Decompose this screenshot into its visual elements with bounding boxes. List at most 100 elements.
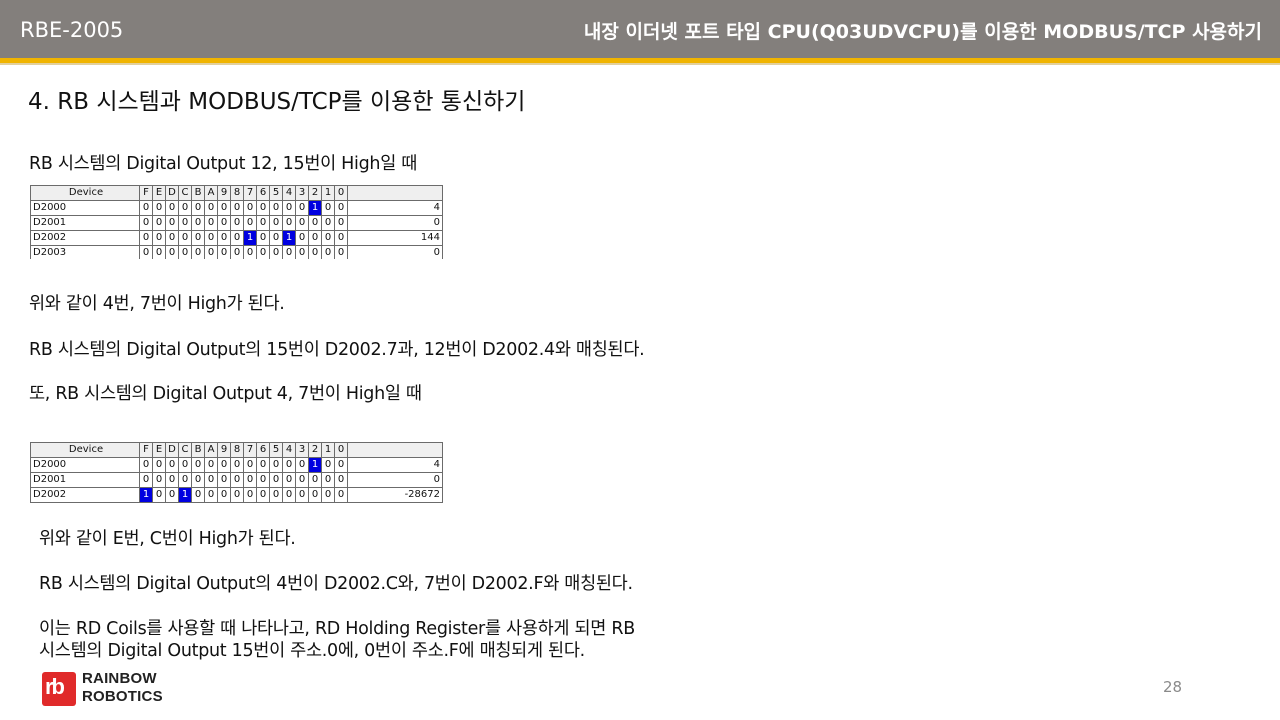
bit-cell: 0 [308, 230, 322, 246]
bit-cell: 1 [178, 487, 192, 503]
bit-cell: 0 [269, 245, 283, 259]
column-header-bit: 9 [217, 442, 231, 458]
document-code: RBE-2005 [20, 18, 124, 42]
bit-cell: 0 [139, 472, 153, 488]
bit-cell: 0 [152, 487, 166, 503]
text-mapping-2: RB 시스템의 Digital Output의 4번이 D2002.C와, 7번… [39, 574, 633, 594]
column-header-bit: 3 [295, 442, 309, 458]
logo-mark: rb [42, 672, 76, 706]
column-header-bit: 7 [243, 442, 257, 458]
column-header-bit: A [204, 185, 218, 201]
bit-cell: 0 [165, 457, 179, 473]
bit-cell: 0 [217, 245, 231, 259]
bit-cell: 0 [334, 215, 348, 231]
column-header-bit: B [191, 442, 205, 458]
bit-cell: 0 [204, 200, 218, 216]
bit-cell: 0 [256, 230, 270, 246]
bit-cell: 0 [191, 230, 205, 246]
bit-cell: 0 [282, 200, 296, 216]
device-table-1: Device F E D C B A 9 8 7 6 5 4 3 2 1 0 D2000 0 0 0 0 0 0 0 0 0 0 0 0 0… [30, 185, 443, 259]
bit-cell: 0 [282, 487, 296, 503]
bit-cell: 0 [269, 472, 283, 488]
bit-cell: 0 [243, 487, 257, 503]
device-table-2: Device F E D C B A 9 8 7 6 5 4 3 2 1 0 D2000 0 0 0 0 0 0 0 0 0 0 0 0 0… [30, 442, 443, 503]
value-cell: 144 [347, 230, 443, 246]
bit-cell: 0 [321, 215, 335, 231]
bit-cell: 0 [191, 487, 205, 503]
bit-cell: 0 [152, 472, 166, 488]
bit-cell: 0 [256, 472, 270, 488]
bit-cell: 0 [139, 457, 153, 473]
bit-cell: 0 [139, 230, 153, 246]
column-header-bit: 0 [334, 442, 348, 458]
bit-cell: 0 [256, 245, 270, 259]
bit-cell: 0 [321, 457, 335, 473]
column-header-bit: E [152, 185, 166, 201]
bit-cell: 0 [217, 200, 231, 216]
logo-text-line-2: ROBOTICS [82, 688, 163, 705]
bit-cell: 0 [243, 200, 257, 216]
column-header-bit: 1 [321, 185, 335, 201]
bit-cell: 0 [178, 200, 192, 216]
column-header-bit: 9 [217, 185, 231, 201]
bit-cell: 0 [165, 472, 179, 488]
bit-cell: 0 [308, 245, 322, 259]
device-row: D2000 0 0 0 0 0 0 0 0 0 0 0 0 0 1 0 0 4 [30, 200, 443, 216]
text-note-line-2: 시스템의 Digital Output 15번이 주소.0에, 0번이 주소.F… [39, 641, 585, 661]
bit-cell: 0 [191, 215, 205, 231]
device-row: D2001 0 0 0 0 0 0 0 0 0 0 0 0 0 0 0 0 0 [30, 472, 443, 488]
column-header-bit: 4 [282, 185, 296, 201]
bit-cell: 0 [165, 200, 179, 216]
bit-cell: 0 [282, 215, 296, 231]
grid-header-row: Device F E D C B A 9 8 7 6 5 4 3 2 1 0 [30, 185, 443, 201]
bit-cell: 0 [243, 457, 257, 473]
column-header-bit: 4 [282, 442, 296, 458]
bit-cell: 0 [191, 200, 205, 216]
device-row: D2002 0 0 0 0 0 0 0 0 1 0 0 1 0 0 0 0 144 [30, 230, 443, 246]
slide-header: RBE-2005 내장 이더넷 포트 타입 CPU(Q03UDVCPU)를 이용… [0, 0, 1280, 58]
bit-cell: 0 [334, 245, 348, 259]
page-number: 28 [1163, 678, 1183, 696]
value-cell: 0 [347, 245, 443, 259]
bit-cell: 0 [295, 230, 309, 246]
bit-cell: 0 [334, 472, 348, 488]
value-cell: 0 [347, 472, 443, 488]
device-name-cell: D2001 [30, 472, 140, 488]
slide-title: 내장 이더넷 포트 타입 CPU(Q03UDVCPU)를 이용한 MODBUS/… [583, 21, 1262, 43]
column-header-bit: E [152, 442, 166, 458]
device-name-cell: D2002 [30, 487, 140, 503]
column-header-bit: F [139, 185, 153, 201]
bit-cell: 0 [152, 200, 166, 216]
bit-cell: 0 [139, 200, 153, 216]
bit-cell: 1 [139, 487, 153, 503]
value-cell: 4 [347, 200, 443, 216]
bit-cell: 0 [230, 472, 244, 488]
column-header-value [347, 185, 443, 201]
bit-cell: 0 [204, 245, 218, 259]
bit-cell: 0 [334, 487, 348, 503]
bit-cell: 0 [217, 487, 231, 503]
bit-cell: 0 [282, 472, 296, 488]
bit-cell: 0 [295, 215, 309, 231]
bit-cell: 0 [269, 215, 283, 231]
device-row: D2002 1 0 0 1 0 0 0 0 0 0 0 0 0 0 0 0 -28672 [30, 487, 443, 503]
device-name-cell: D2002 [30, 230, 140, 246]
bit-cell: 0 [152, 245, 166, 259]
text-condition-1: RB 시스템의 Digital Output 12, 15번이 High일 때 [29, 154, 418, 174]
bit-cell: 0 [256, 487, 270, 503]
logo-text-line-1: RAINBOW [82, 670, 157, 687]
bit-cell: 0 [321, 472, 335, 488]
bit-cell: 1 [243, 230, 257, 246]
bit-cell: 1 [282, 230, 296, 246]
bit-cell: 0 [204, 457, 218, 473]
bit-cell: 0 [217, 472, 231, 488]
column-header-bit: A [204, 442, 218, 458]
bit-cell: 0 [165, 245, 179, 259]
bit-cell: 0 [295, 200, 309, 216]
device-name-cell: D2001 [30, 215, 140, 231]
bit-cell: 0 [334, 200, 348, 216]
bit-cell: 0 [217, 457, 231, 473]
bit-cell: 0 [256, 457, 270, 473]
bit-cell: 0 [152, 215, 166, 231]
bit-cell: 1 [308, 200, 322, 216]
